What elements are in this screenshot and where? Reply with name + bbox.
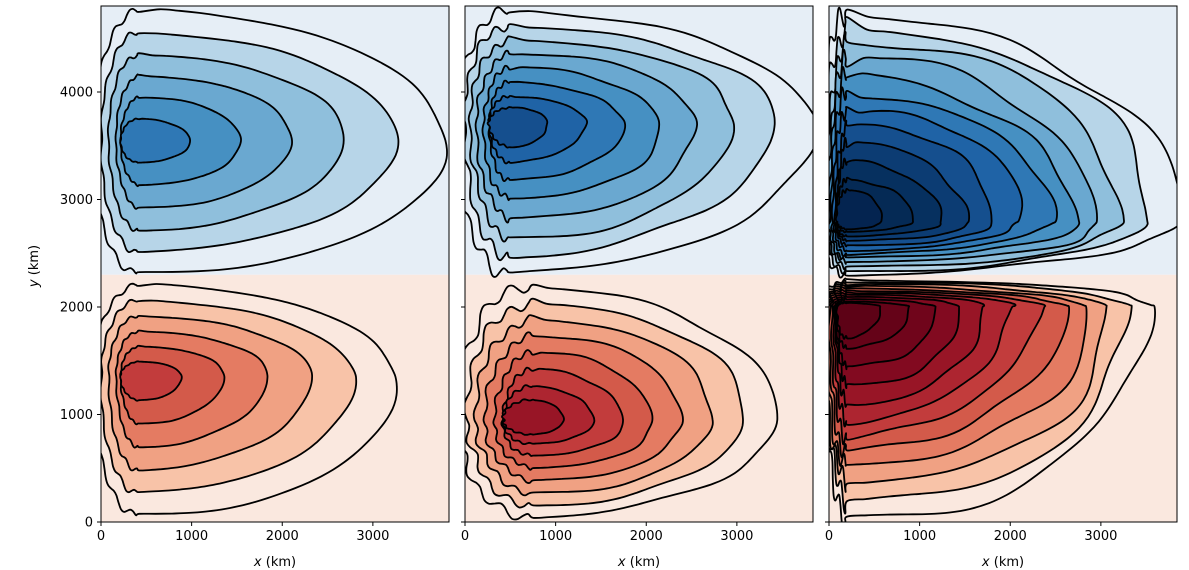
- contour-negative-level-7: [486, 106, 549, 149]
- x-axis-label: x (km): [253, 555, 296, 570]
- panel-left: 0 1000 2000 3000 0 1000 2000 3000 4000 x (km): [60, 5, 450, 570]
- x-tick-label: 2000: [994, 529, 1027, 544]
- x-tick-label: 3000: [1084, 529, 1117, 544]
- x-axis-label: x (km): [981, 555, 1024, 570]
- x-tick-label: 2000: [266, 529, 299, 544]
- axes-frame: [828, 5, 1178, 523]
- y-tick-label: 1000: [60, 408, 93, 423]
- x-tick-label: 2000: [630, 529, 663, 544]
- y-tick-label: 3000: [60, 193, 93, 208]
- y-axis-label: y (km): [27, 245, 42, 288]
- x-tick-label: 3000: [720, 529, 753, 544]
- panel-middle: 0 1000 2000 3000 x (km): [461, 5, 814, 570]
- contour-negative-level-11: [834, 187, 883, 231]
- x-tick-label: 0: [825, 529, 833, 544]
- y-tick-label: 2000: [60, 301, 93, 316]
- x-tick-label: 1000: [903, 529, 936, 544]
- y-axis-label-group: y (km): [27, 245, 42, 288]
- x-tick-label: 0: [97, 529, 105, 544]
- axes-frame: [100, 5, 450, 523]
- x-tick-label: 1000: [539, 529, 572, 544]
- contour-field: [465, 6, 813, 522]
- x-axis-label: x (km): [617, 555, 660, 570]
- panel-right: 0 1000 2000 3000 x (km): [825, 5, 1178, 570]
- contour-field: [829, 6, 1177, 522]
- y-tick-label: 0: [85, 516, 93, 531]
- y-tick-label: 4000: [60, 86, 93, 101]
- contour-field: [101, 6, 449, 522]
- contour-positive-level-7: [501, 398, 565, 436]
- x-tick-label: 0: [461, 529, 469, 544]
- contour-negative-level-5: [119, 117, 191, 164]
- x-tick-label: 1000: [175, 529, 208, 544]
- axes-frame: [464, 5, 814, 523]
- contour-positive-level-11: [835, 301, 882, 340]
- x-tick-label: 3000: [356, 529, 389, 544]
- contour-positive-level-5: [119, 360, 183, 402]
